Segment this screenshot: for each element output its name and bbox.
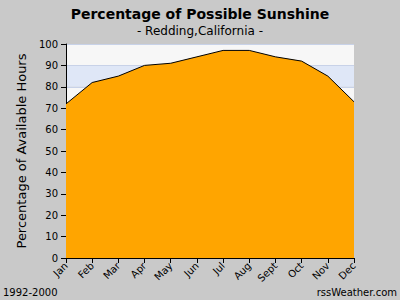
svg-text:Jan: Jan [51, 260, 70, 279]
svg-text:1992-2000: 1992-2000 [3, 287, 58, 298]
svg-text:80: 80 [45, 81, 58, 92]
svg-text:Sept: Sept [255, 260, 279, 284]
svg-text:- Redding,California -: - Redding,California - [137, 24, 263, 38]
svg-text:50: 50 [45, 146, 58, 157]
svg-text:rssWeather.com: rssWeather.com [317, 287, 397, 298]
svg-text:40: 40 [45, 167, 58, 178]
svg-text:Nov: Nov [310, 260, 332, 282]
svg-text:90: 90 [45, 60, 58, 71]
svg-text:30: 30 [45, 188, 58, 199]
svg-text:Feb: Feb [76, 260, 96, 280]
svg-text:Apr: Apr [128, 259, 149, 280]
svg-text:Aug: Aug [232, 260, 254, 282]
svg-text:60: 60 [45, 124, 58, 135]
svg-text:20: 20 [45, 210, 58, 221]
svg-text:Jul: Jul [210, 260, 227, 277]
svg-text:Jun: Jun [181, 260, 201, 280]
svg-text:Percentage of Available Hours: Percentage of Available Hours [14, 53, 29, 248]
svg-text:May: May [152, 260, 174, 282]
svg-text:10: 10 [45, 231, 58, 242]
svg-text:70: 70 [45, 103, 58, 114]
svg-text:Percentage of Possible Sunshin: Percentage of Possible Sunshine [71, 6, 330, 22]
svg-text:0: 0 [52, 253, 58, 264]
svg-text:Dec: Dec [336, 260, 357, 281]
svg-text:Oct: Oct [286, 260, 306, 280]
svg-text:100: 100 [39, 39, 58, 50]
svg-text:Mar: Mar [101, 259, 123, 281]
